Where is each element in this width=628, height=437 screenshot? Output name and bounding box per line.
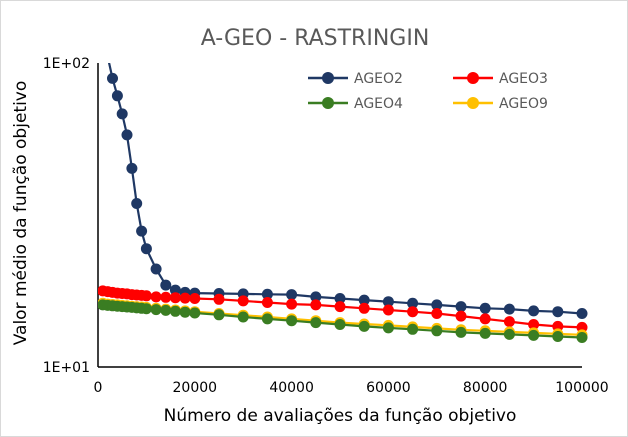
data-point bbox=[334, 293, 346, 304]
data-point bbox=[479, 327, 491, 339]
legend-marker bbox=[467, 97, 479, 109]
legend-marker bbox=[322, 72, 334, 84]
legend-item: AGEO9 bbox=[453, 96, 548, 112]
data-point bbox=[179, 306, 191, 318]
data-point bbox=[286, 315, 298, 327]
series-ageo2 bbox=[102, 51, 588, 319]
data-point bbox=[431, 325, 443, 337]
data-point bbox=[358, 302, 370, 314]
series-ageo3 bbox=[98, 285, 588, 333]
legend-label: AGEO3 bbox=[499, 71, 548, 87]
legend-label: AGEO2 bbox=[354, 71, 403, 87]
data-point bbox=[131, 198, 143, 209]
data-point bbox=[503, 316, 515, 328]
x-tick-label: 60000 bbox=[366, 380, 411, 396]
data-point bbox=[455, 310, 467, 322]
data-point bbox=[382, 296, 394, 308]
data-point bbox=[150, 304, 162, 316]
data-point bbox=[121, 129, 133, 141]
data-point bbox=[407, 323, 419, 335]
legend-item: AGEO4 bbox=[308, 96, 403, 112]
legend-item: AGEO2 bbox=[308, 71, 403, 87]
series-ageo4 bbox=[98, 299, 588, 343]
data-point bbox=[576, 332, 588, 343]
data-point bbox=[160, 279, 172, 291]
data-point bbox=[111, 90, 123, 102]
data-point bbox=[179, 292, 191, 304]
data-point bbox=[528, 329, 540, 341]
y-tick-label: 1E+01 bbox=[43, 360, 90, 376]
data-point bbox=[503, 303, 515, 315]
data-point bbox=[169, 292, 181, 304]
legend-marker bbox=[467, 72, 479, 84]
data-point bbox=[150, 263, 162, 275]
legend-marker bbox=[322, 97, 334, 109]
legend-label: AGEO4 bbox=[354, 96, 403, 112]
x-tick-label: 40000 bbox=[269, 380, 314, 396]
data-point bbox=[407, 297, 419, 309]
data-point bbox=[116, 108, 128, 120]
data-point bbox=[107, 72, 118, 84]
x-tick-label: 100000 bbox=[555, 380, 608, 396]
data-point bbox=[382, 322, 394, 334]
data-point bbox=[261, 297, 273, 308]
y-axis-title: Valor médio da função objetivo bbox=[11, 81, 31, 346]
data-point bbox=[407, 306, 419, 318]
x-axis-title: Número de avaliações da função objetivo bbox=[164, 406, 517, 426]
data-point bbox=[160, 291, 172, 303]
data-point bbox=[358, 294, 370, 306]
data-point bbox=[169, 305, 181, 317]
data-point bbox=[140, 243, 152, 255]
data-point bbox=[136, 225, 148, 237]
data-point bbox=[334, 301, 346, 313]
data-point bbox=[455, 326, 467, 338]
y-tick-label: 1E+02 bbox=[43, 56, 90, 72]
data-point bbox=[237, 295, 249, 307]
data-point bbox=[503, 328, 515, 340]
chart-title: A-GEO - RASTRINGIN bbox=[201, 26, 430, 51]
x-tick-label: 20000 bbox=[173, 380, 218, 396]
data-point bbox=[237, 311, 249, 323]
data-point bbox=[102, 51, 113, 62]
data-point bbox=[261, 288, 273, 300]
data-point bbox=[552, 306, 564, 318]
x-tick-label: 0 bbox=[94, 380, 103, 396]
data-point bbox=[479, 313, 491, 325]
data-point bbox=[286, 289, 298, 301]
data-point bbox=[213, 293, 225, 305]
data-point bbox=[431, 308, 443, 319]
tick-labels: 0 20000 40000 60000 80000 100000 1E+01 1E+02 bbox=[43, 56, 609, 396]
data-point bbox=[140, 303, 152, 315]
data-point bbox=[261, 313, 273, 325]
data-point bbox=[189, 307, 201, 319]
data-point bbox=[479, 302, 491, 314]
data-point bbox=[455, 301, 467, 313]
data-point bbox=[552, 331, 564, 342]
data-point bbox=[150, 291, 162, 303]
data-point bbox=[286, 298, 298, 310]
data-point bbox=[528, 305, 540, 317]
legend: AGEO2 AGEO3 AGEO4 AGEO9 bbox=[308, 71, 548, 112]
x-tick-label: 80000 bbox=[463, 380, 508, 396]
legend-label: AGEO9 bbox=[499, 96, 548, 112]
data-point bbox=[310, 317, 322, 329]
data-point bbox=[169, 284, 181, 296]
data-point bbox=[358, 320, 370, 332]
data-point bbox=[213, 309, 225, 321]
series-layer bbox=[98, 51, 588, 343]
legend-item: AGEO3 bbox=[453, 71, 548, 87]
data-point bbox=[310, 291, 322, 303]
data-point bbox=[310, 299, 322, 311]
data-point bbox=[528, 319, 540, 330]
data-point bbox=[189, 293, 201, 304]
data-point bbox=[160, 304, 172, 316]
data-point bbox=[431, 299, 443, 311]
data-point bbox=[334, 319, 346, 330]
data-point bbox=[382, 304, 394, 316]
data-point bbox=[576, 308, 588, 319]
data-point bbox=[140, 290, 152, 302]
data-point bbox=[126, 162, 138, 174]
